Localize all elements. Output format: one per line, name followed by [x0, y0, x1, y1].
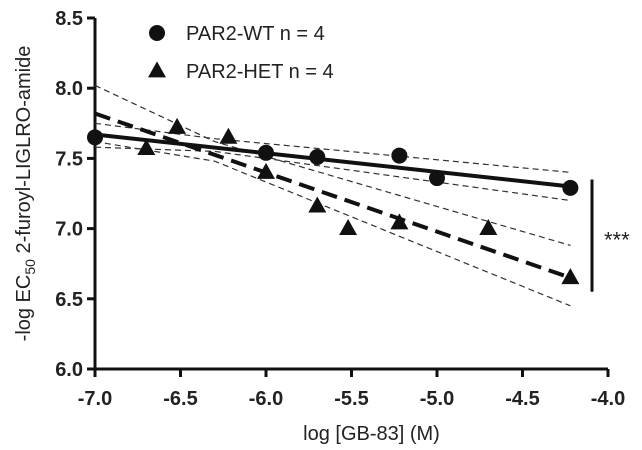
x-tick-label: -5.0 [420, 388, 454, 410]
significance-label: *** [604, 228, 630, 253]
y-tick-label: 8.5 [55, 8, 83, 30]
y-axis-title-prefix: -log EC [13, 275, 35, 342]
data-point-series-0 [87, 129, 103, 146]
data-point-series-1 [390, 213, 409, 230]
x-tick-label: -7.0 [78, 388, 112, 410]
y-axis-title-subscript: 50 [22, 259, 38, 275]
x-tick-label: -4.5 [505, 388, 539, 410]
legend: PAR2-WT n = 4 PAR2-HET n = 4 [148, 23, 334, 83]
data-point-series-1 [219, 127, 238, 144]
chart-axes: -7.0 -6.5 -6.0 -5.5 -5.0 -4.5 -4.0 6.0 6.5 7.0 7.5… [55, 8, 625, 410]
ci-upper-line-series-0 [94, 122, 571, 173]
significance-annotation: *** [590, 179, 630, 292]
data-markers [87, 117, 580, 285]
x-tick-label: -5.5 [334, 388, 368, 410]
ci-lower-line-series-0 [94, 146, 571, 202]
x-tick-label: -6.0 [249, 388, 283, 410]
y-axis-title-suffix: 2-furoyl-LIGLRO-amide [13, 46, 35, 259]
y-tick-label: 8.0 [55, 78, 83, 100]
ci-upper-line-series-1 [94, 84, 571, 246]
legend-label: PAR2-WT n = 4 [186, 23, 325, 45]
legend-marker-circle [149, 25, 165, 41]
y-tick-label: 6.5 [55, 289, 83, 311]
x-axis-title: log [GB-83] (M) [303, 423, 440, 445]
regression-lines [94, 111, 572, 280]
data-point-series-1 [137, 138, 156, 155]
x-tick-label: -4.0 [591, 388, 625, 410]
ci-lower-line-series-1 [94, 141, 571, 307]
y-tick-label: 7.5 [55, 148, 83, 170]
legend-marker-triangle [148, 61, 166, 78]
data-point-series-1 [339, 219, 358, 235]
data-point-series-0 [562, 179, 579, 196]
legend-label: PAR2-HET n = 4 [186, 61, 334, 83]
data-point-series-1 [257, 162, 275, 179]
data-point-series-1 [561, 268, 580, 285]
fit-line-series-0 [94, 132, 571, 189]
data-point-series-0 [391, 147, 408, 164]
y-axis-title: -log EC50 2-furoyl-LIGLRO-amide [13, 46, 38, 342]
y-tick-label: 7.0 [55, 219, 83, 241]
x-tick-label: -6.5 [163, 388, 197, 410]
data-point-series-1 [479, 219, 498, 235]
data-point-series-0 [258, 144, 274, 161]
y-tick-label: 6.0 [55, 359, 83, 381]
data-point-series-1 [308, 196, 327, 213]
data-point-series-1 [168, 117, 187, 134]
fit-line-series-1 [94, 111, 572, 280]
data-point-series-0 [429, 170, 445, 187]
data-point-series-0 [309, 148, 326, 165]
confidence-bands [94, 84, 571, 307]
